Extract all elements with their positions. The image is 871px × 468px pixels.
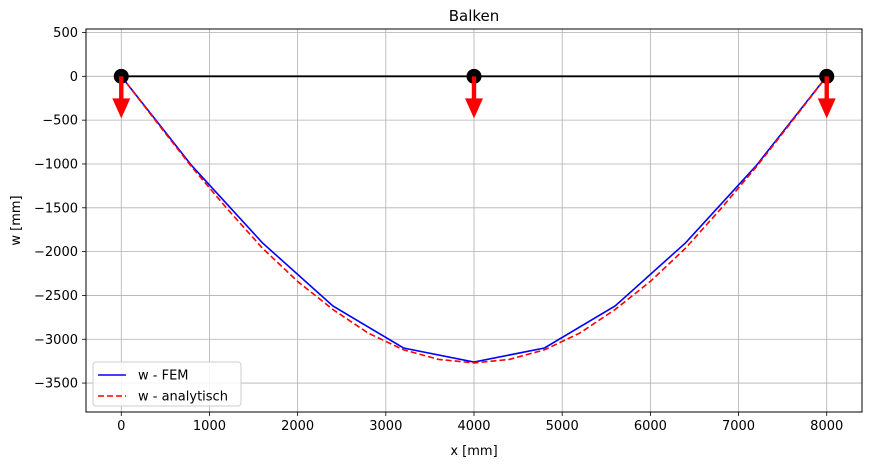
beam-markers [112, 68, 836, 119]
chart-title: Balken [449, 7, 500, 25]
y-tick-label: −1000 [34, 157, 78, 172]
x-tick-label: 2000 [281, 419, 314, 434]
y-tick-label: −3500 [34, 377, 78, 392]
y-tick-label: −2000 [34, 245, 78, 260]
x-tick-label: 1000 [193, 419, 226, 434]
y-tick-label: 500 [53, 26, 78, 41]
y-axis-label: w [mm] [9, 195, 24, 245]
y-tick-label: 0 [70, 70, 78, 85]
x-tick-label: 0 [117, 419, 125, 434]
x-tick-label: 6000 [634, 419, 667, 434]
x-tick-label: 4000 [457, 419, 490, 434]
axis-ticks: 0 1000 2000 3000 4000 5000 6000 7000 80005000−50… [34, 26, 843, 434]
x-tick-label: 3000 [369, 419, 402, 434]
series-line-analytisch [120, 75, 828, 364]
y-tick-label: −500 [42, 114, 78, 129]
x-tick-label: 7000 [722, 419, 755, 434]
series-line-fem [120, 75, 828, 363]
legend-label-analytisch: w - analytisch [138, 390, 228, 405]
x-tick-label: 8000 [810, 419, 843, 434]
legend-label-fem: w - FEM [138, 369, 189, 384]
legend-box [92, 361, 242, 407]
x-tick-label: 5000 [546, 419, 579, 434]
y-tick-label: −1500 [34, 201, 78, 216]
x-axis-label: x [mm] [450, 444, 497, 459]
y-tick-label: −2500 [34, 289, 78, 304]
load-arrow [465, 76, 483, 119]
load-arrow [817, 76, 836, 119]
legend: w - FEM w - analytisch [92, 361, 242, 407]
y-tick-label: −3000 [34, 333, 78, 348]
load-arrow [112, 76, 131, 119]
series-group [120, 75, 828, 364]
